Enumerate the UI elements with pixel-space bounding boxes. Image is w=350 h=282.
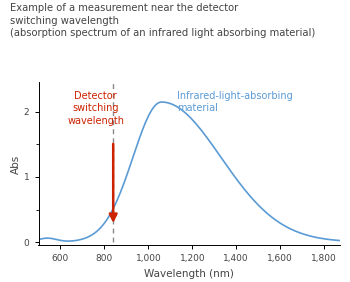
X-axis label: Wavelength (nm): Wavelength (nm): [144, 269, 234, 279]
Y-axis label: Abs: Abs: [11, 154, 21, 173]
Text: Detector
switching
wavelength: Detector switching wavelength: [67, 91, 124, 126]
Text: Example of a measurement near the detector
switching wavelength
(absorption spec: Example of a measurement near the detect…: [10, 3, 316, 38]
Text: Infrared-light-absorbing
material: Infrared-light-absorbing material: [177, 91, 293, 113]
